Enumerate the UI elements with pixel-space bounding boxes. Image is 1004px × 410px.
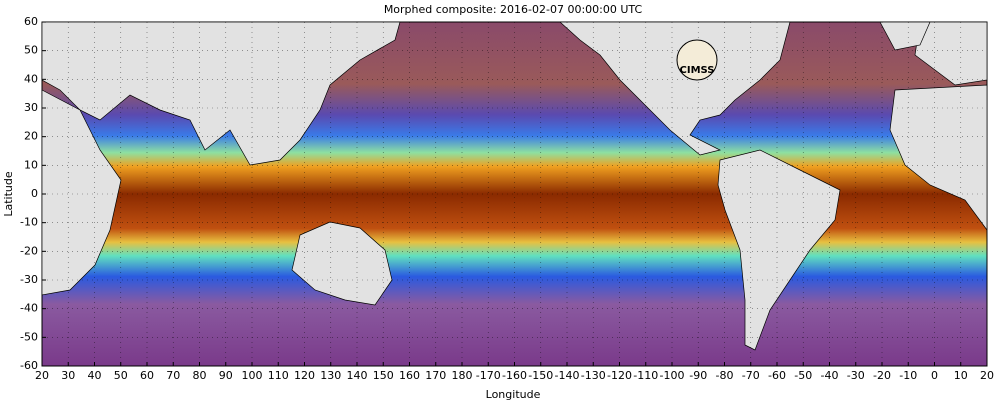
x-tick-label: 60 bbox=[140, 369, 154, 382]
x-tick-label: -80 bbox=[716, 369, 734, 382]
land-europe bbox=[914, 21, 988, 86]
x-tick-label: -170 bbox=[476, 369, 501, 382]
x-tick-label: -90 bbox=[689, 369, 707, 382]
x-tick-label: 90 bbox=[219, 369, 233, 382]
map-area bbox=[41, 21, 988, 367]
x-tick-label: -100 bbox=[660, 369, 685, 382]
y-tick-label: 10 bbox=[24, 158, 38, 171]
x-tick-label: 160 bbox=[399, 369, 420, 382]
y-tick-label: 50 bbox=[24, 44, 38, 57]
logo-circle bbox=[676, 39, 718, 81]
y-tick-label: -50 bbox=[20, 330, 38, 343]
x-tick-label: -10 bbox=[899, 369, 917, 382]
y-tick-label: 0 bbox=[31, 187, 38, 200]
x-tick-label: -120 bbox=[607, 369, 632, 382]
x-tick-label: -150 bbox=[528, 369, 553, 382]
x-tick-label: -110 bbox=[633, 369, 658, 382]
x-tick-label: 70 bbox=[166, 369, 180, 382]
map-title: Morphed composite: 2016-02-07 00:00:00 U… bbox=[384, 3, 643, 16]
y-tick-label: 60 bbox=[24, 15, 38, 28]
x-tick-label: 20 bbox=[980, 369, 994, 382]
x-tick-label: -140 bbox=[555, 369, 580, 382]
x-tick-label: 180 bbox=[452, 369, 473, 382]
x-tick-label: 20 bbox=[35, 369, 49, 382]
x-tick-label: -70 bbox=[742, 369, 760, 382]
logo-text: CIMSS bbox=[680, 65, 715, 76]
x-tick-label: 10 bbox=[954, 369, 968, 382]
land-north-america bbox=[559, 21, 791, 156]
x-tick-label: 30 bbox=[61, 369, 75, 382]
x-axis-label: Longitude bbox=[486, 388, 541, 401]
y-tick-label: -10 bbox=[20, 216, 38, 229]
land-south-america bbox=[717, 149, 841, 351]
x-tick-label: 0 bbox=[931, 369, 938, 382]
x-tick-label: 40 bbox=[88, 369, 102, 382]
x-tick-label: -160 bbox=[502, 369, 527, 382]
x-tick-label: 130 bbox=[320, 369, 341, 382]
x-tick-label: -60 bbox=[768, 369, 786, 382]
y-tick-label: -20 bbox=[20, 244, 38, 257]
x-tick-label: -40 bbox=[821, 369, 839, 382]
y-tick-label: -60 bbox=[20, 359, 38, 372]
x-tick-label: 120 bbox=[294, 369, 315, 382]
land-africa-east bbox=[41, 89, 122, 296]
x-tick-label: -20 bbox=[873, 369, 891, 382]
x-tick-label: 150 bbox=[373, 369, 394, 382]
x-tick-label: -30 bbox=[847, 369, 865, 382]
x-tick-label: 110 bbox=[268, 369, 289, 382]
x-tick-label: -50 bbox=[794, 369, 812, 382]
y-tick-label: -30 bbox=[20, 273, 38, 286]
land-greenland bbox=[879, 21, 931, 51]
x-tick-label: 80 bbox=[193, 369, 207, 382]
cimss-logo: CIMSS bbox=[676, 39, 718, 81]
y-tick-label: 20 bbox=[24, 130, 38, 143]
x-tick-label: 170 bbox=[425, 369, 446, 382]
x-tick-label: 140 bbox=[347, 369, 368, 382]
y-tick-label: -40 bbox=[20, 302, 38, 315]
y-tick-label: 30 bbox=[24, 101, 38, 114]
y-axis-label: Latitude bbox=[2, 171, 15, 217]
x-tick-label: 100 bbox=[242, 369, 263, 382]
x-tick-label: -130 bbox=[581, 369, 606, 382]
y-tick-label: 40 bbox=[24, 72, 38, 85]
x-tick-label: 50 bbox=[114, 369, 128, 382]
